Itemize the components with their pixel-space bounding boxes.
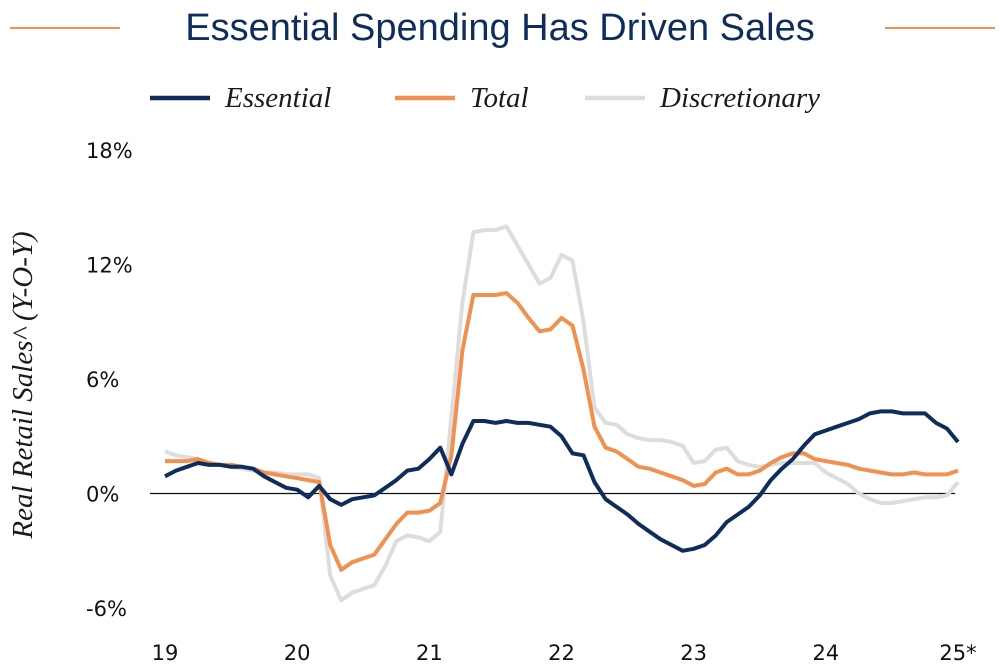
series-line [164,409,960,553]
legend-label: Total [470,82,529,114]
x-tick-label: 24 [812,641,839,665]
legend-label: Essential [224,82,331,114]
legend-label: Discretionary [659,82,820,114]
y-axis-label: Real Retail Sales^ (Y-O-Y) [7,231,39,539]
y-tick-label: 0% [86,483,119,507]
y-tick-label: -6% [86,597,127,621]
x-tick-label: 25* [939,641,976,665]
y-tick-label: 18% [86,139,133,163]
chart-title: Essential Spending Has Driven Sales [185,7,814,49]
x-tick-label: 19 [152,641,179,665]
y-tick-label: 12% [86,254,133,278]
x-tick-label: 23 [680,641,707,665]
y-tick-label: 6% [86,368,119,392]
series-line [164,224,960,603]
x-tick-label: 21 [416,641,443,665]
x-tick-label: 22 [548,641,575,665]
x-tick-label: 20 [284,641,311,665]
series-line [165,291,959,572]
